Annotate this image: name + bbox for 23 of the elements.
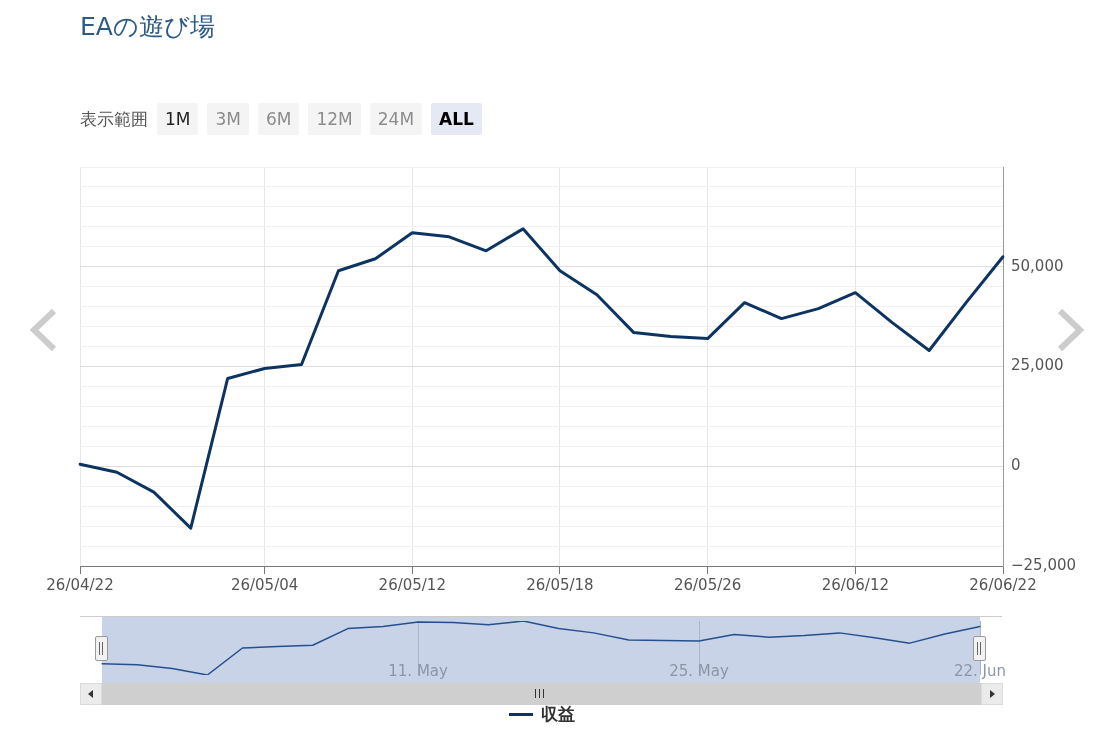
x-tick-label: 26/05/18 <box>526 575 594 594</box>
x-tick-label: 26/05/04 <box>230 575 299 594</box>
text: ALL <box>431 103 482 135</box>
text: 表示範囲 <box>80 107 148 131</box>
x-tick-label: 26/06/12 <box>821 575 890 594</box>
x-tick-label: 22. Jun <box>953 662 1007 680</box>
x-tick-label: 26/05/12 <box>378 575 446 594</box>
y-tick-label: 0 <box>1011 456 1021 475</box>
y-tick-label: −25,000 <box>1011 555 1077 574</box>
chart-title: EAの遊び場 <box>80 11 215 43</box>
x-tick-label: 26/06/22 <box>969 575 1037 594</box>
x-tick-label: 11. May <box>388 662 449 680</box>
x-tick-label: 25. May <box>669 662 729 680</box>
x-tick-label: 26/05/26 <box>673 575 742 594</box>
text: 1M <box>157 103 199 135</box>
text: 3M <box>207 103 249 135</box>
y-tick-label: 50,000 <box>1011 256 1064 275</box>
text: 12M <box>308 103 361 135</box>
y-tick-label: 25,000 <box>1011 356 1064 375</box>
text: 6M <box>257 103 300 135</box>
x-tick-label: 26/04/22 <box>46 575 114 594</box>
legend-label: 収益 <box>540 703 575 726</box>
text: 24M <box>369 103 423 135</box>
